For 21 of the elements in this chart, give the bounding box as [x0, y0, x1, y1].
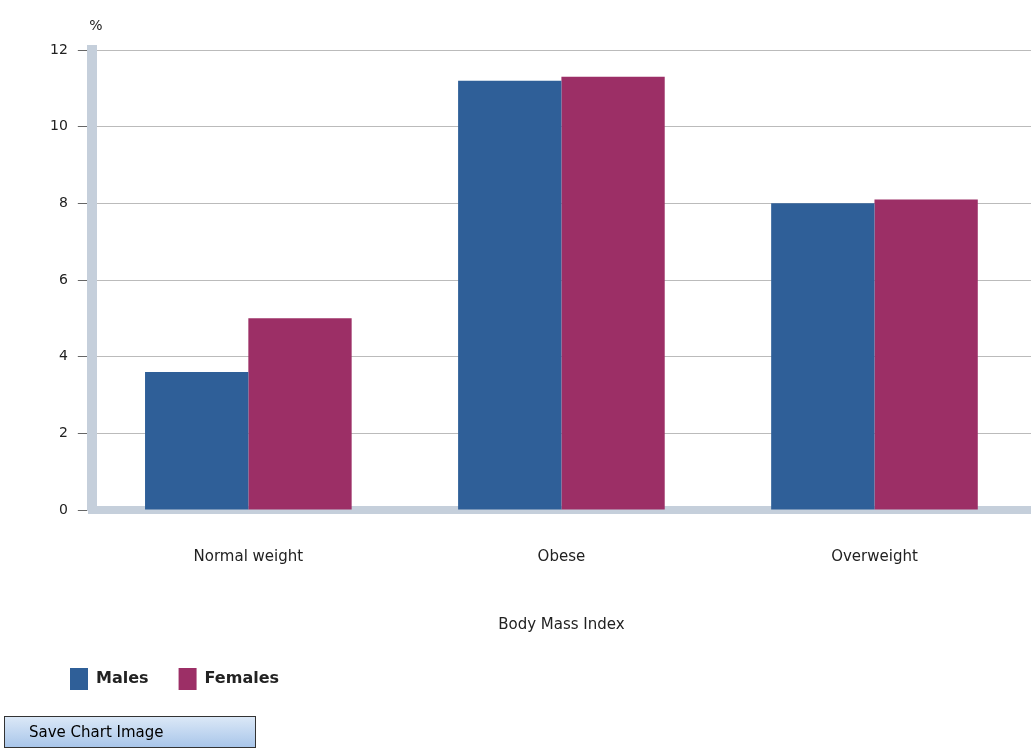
bar [771, 203, 875, 510]
bar [145, 372, 249, 510]
bar [458, 80, 562, 510]
x-tick-label: Obese [537, 546, 586, 565]
y-tick-label: 6 [58, 270, 68, 287]
y-tick-label: 0 [58, 500, 68, 517]
x-tick-label: Normal weight [193, 546, 304, 565]
legend-label: Males [96, 668, 149, 688]
x-axis-title: Body Mass Index [498, 614, 625, 633]
bar [561, 76, 665, 510]
y-axis-title: % [89, 16, 103, 33]
text: Save Chart Image [4, 716, 256, 748]
y-tick-label: 2 [58, 423, 68, 440]
bar [874, 199, 978, 510]
y-tick-label: 8 [58, 193, 68, 210]
y-tick-label: 10 [49, 117, 68, 134]
y-tick-label: 12 [49, 40, 68, 57]
legend-label: Females [204, 668, 280, 688]
y-tick-label: 4 [58, 347, 68, 364]
bar [248, 318, 352, 510]
x-tick-label: Overweight [831, 546, 918, 565]
